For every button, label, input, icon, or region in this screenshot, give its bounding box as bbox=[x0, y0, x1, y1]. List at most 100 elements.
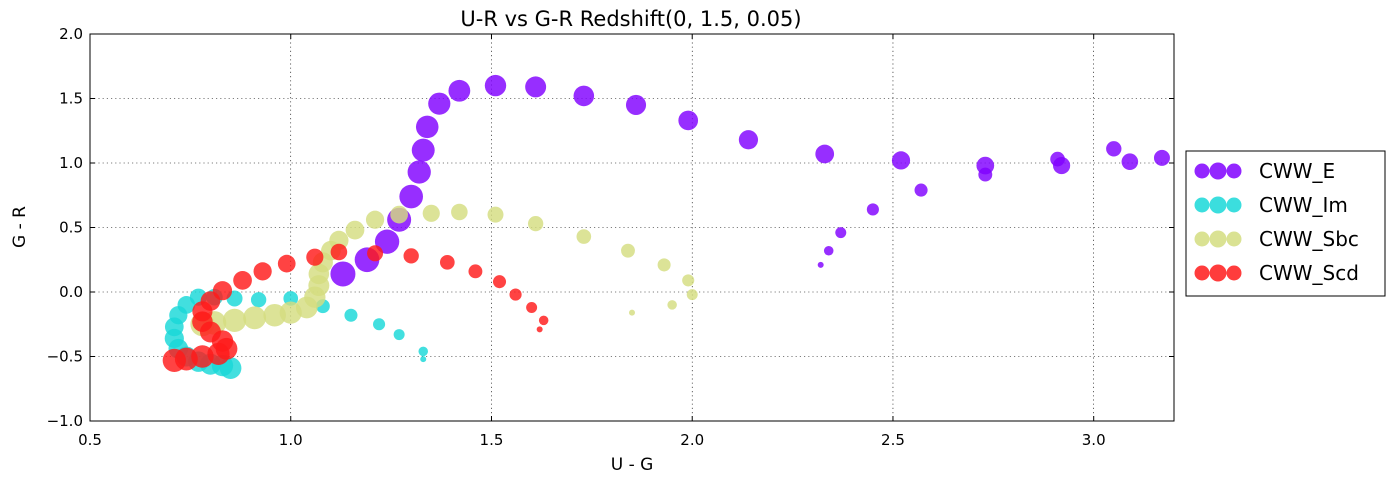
series-CWW_E bbox=[330, 74, 1170, 287]
legend-marker bbox=[1226, 163, 1242, 179]
data-point bbox=[468, 264, 483, 279]
data-point bbox=[439, 255, 455, 270]
data-point bbox=[667, 300, 677, 310]
data-point bbox=[621, 243, 635, 258]
series-CWW_Sbc bbox=[190, 203, 698, 337]
data-point bbox=[1106, 141, 1122, 157]
data-point bbox=[823, 245, 834, 256]
grid bbox=[89, 33, 1174, 422]
data-point bbox=[525, 76, 547, 98]
legend-entry: CWW_Sbc bbox=[1194, 227, 1359, 251]
legend-entry: CWW_Im bbox=[1194, 193, 1348, 217]
data-point bbox=[817, 261, 824, 268]
x-tick-label: 1.0 bbox=[279, 431, 303, 449]
legend-marker bbox=[1209, 264, 1227, 282]
data-point bbox=[448, 79, 471, 102]
x-tick-label: 2.5 bbox=[881, 431, 905, 449]
data-point bbox=[233, 271, 252, 290]
data-point bbox=[399, 184, 424, 209]
legend-entry: CWW_E bbox=[1194, 159, 1335, 183]
data-point bbox=[403, 248, 419, 264]
data-point bbox=[330, 261, 356, 287]
legend-marker bbox=[1209, 196, 1227, 214]
chart-title: U-R vs G-R Redshift(0, 1.5, 0.05) bbox=[460, 7, 801, 31]
x-tick-label: 2.0 bbox=[680, 431, 704, 449]
data-point bbox=[678, 110, 699, 131]
data-point bbox=[411, 138, 435, 162]
legend-marker bbox=[1226, 265, 1242, 281]
data-point bbox=[738, 130, 759, 150]
legend: CWW_E CWW_Im CWW_Sbc CWW_Scd bbox=[1185, 150, 1386, 297]
data-point bbox=[492, 275, 507, 289]
data-point bbox=[576, 229, 592, 244]
data-point bbox=[420, 356, 427, 363]
data-point bbox=[976, 156, 995, 175]
legend-label: CWW_Sbc bbox=[1259, 227, 1359, 251]
legend-marker bbox=[1194, 265, 1210, 281]
data-point bbox=[407, 160, 431, 184]
series-CWW_Scd bbox=[162, 243, 549, 373]
data-point bbox=[374, 229, 400, 254]
data-point bbox=[393, 329, 405, 341]
data-point bbox=[415, 115, 439, 139]
data-point bbox=[263, 303, 286, 327]
y-tick-label: −0.5 bbox=[47, 348, 83, 366]
x-tick-label: 3.0 bbox=[1082, 431, 1106, 449]
axis-ticks: 0.5 1.0 1.5 2.0 2.5 3.0 −1.0 −0.5 0.0 0.5 1.0 1.5 2.… bbox=[47, 25, 1174, 449]
data-point bbox=[538, 315, 549, 326]
data-point bbox=[422, 204, 440, 222]
legend-label: CWW_Im bbox=[1259, 193, 1348, 217]
legend-marker bbox=[1226, 231, 1242, 247]
data-point bbox=[390, 205, 408, 224]
data-point bbox=[686, 289, 698, 301]
data-point bbox=[1053, 157, 1071, 175]
data-point bbox=[162, 348, 186, 373]
y-axis-label: G - R bbox=[10, 206, 30, 248]
data-point bbox=[306, 248, 324, 266]
data-point bbox=[682, 274, 695, 287]
legend-marker bbox=[1194, 231, 1210, 247]
data-point bbox=[629, 309, 635, 316]
data-point bbox=[418, 346, 428, 357]
data-point bbox=[509, 288, 522, 301]
y-tick-label: 1.0 bbox=[59, 154, 83, 172]
legend-marker bbox=[1209, 230, 1227, 248]
data-point bbox=[625, 94, 647, 116]
y-tick-label: 2.0 bbox=[59, 25, 83, 43]
data-point bbox=[866, 203, 879, 216]
data-point bbox=[344, 308, 358, 322]
data-point bbox=[536, 326, 543, 333]
legend-entry: CWW_Scd bbox=[1194, 261, 1359, 285]
data-point bbox=[487, 206, 504, 223]
legend-marker bbox=[1194, 197, 1210, 213]
data-point bbox=[428, 92, 451, 115]
data-point bbox=[484, 74, 507, 97]
data-point bbox=[283, 291, 299, 306]
data-point bbox=[373, 318, 386, 331]
legend-marker bbox=[1194, 163, 1210, 179]
data-point bbox=[1153, 149, 1170, 166]
data-point bbox=[891, 151, 911, 170]
data-point bbox=[222, 308, 247, 333]
y-tick-label: 0.5 bbox=[59, 219, 83, 237]
x-tick-label: 0.5 bbox=[78, 431, 102, 449]
data-point bbox=[1121, 153, 1139, 171]
data-point bbox=[253, 262, 272, 281]
y-tick-label: −1.0 bbox=[47, 412, 83, 430]
data-point bbox=[330, 243, 348, 261]
data-point bbox=[367, 245, 384, 262]
legend-label: CWW_E bbox=[1259, 159, 1335, 183]
legend-marker bbox=[1226, 197, 1242, 213]
data-point bbox=[573, 85, 595, 107]
data-point bbox=[815, 144, 835, 164]
data-points bbox=[162, 74, 1170, 379]
legend-marker bbox=[1209, 162, 1227, 180]
x-tick-label: 1.5 bbox=[480, 431, 504, 449]
data-point bbox=[657, 258, 671, 272]
data-point bbox=[365, 210, 385, 229]
data-point bbox=[345, 220, 365, 240]
y-tick-label: 0.0 bbox=[59, 283, 83, 301]
data-point bbox=[914, 183, 928, 197]
data-point bbox=[835, 227, 847, 239]
